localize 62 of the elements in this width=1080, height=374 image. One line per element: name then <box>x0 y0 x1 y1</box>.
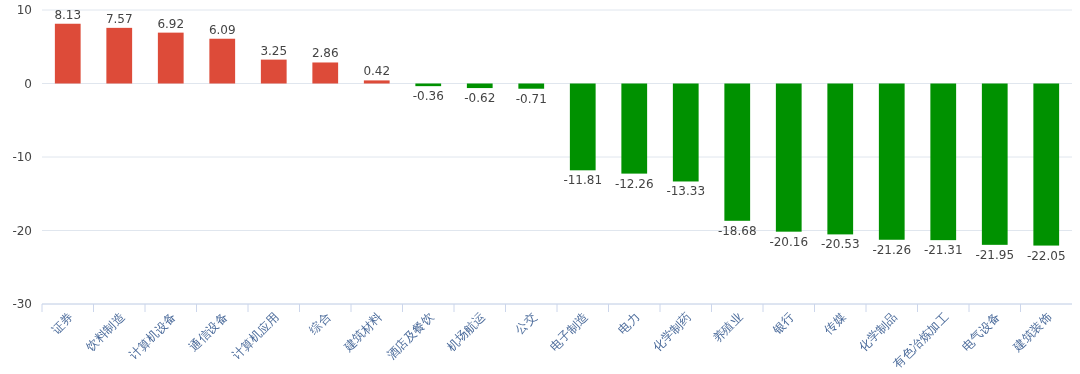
y-tick-label: -10 <box>12 150 32 164</box>
x-tick-label: 综合 <box>306 310 334 338</box>
data-label: 6.09 <box>208 22 236 37</box>
x-tick-label: 银行 <box>769 310 797 338</box>
bar <box>54 23 81 84</box>
x-tick-label: 计算机应用 <box>229 310 282 363</box>
bar <box>827 83 854 235</box>
bar <box>312 62 339 84</box>
x-tick-label: 建筑材料 <box>340 310 385 355</box>
y-tick-label: 0 <box>24 76 32 91</box>
data-label: 3.25 <box>260 43 288 58</box>
bar <box>106 27 133 84</box>
bar <box>672 83 699 182</box>
data-label: 0.42 <box>363 64 391 79</box>
data-label: -22.05 <box>1026 248 1066 263</box>
data-label: 7.57 <box>105 11 133 26</box>
bar <box>621 83 648 174</box>
x-tick-label: 饮料制造 <box>82 310 128 355</box>
data-label: -21.31 <box>923 243 963 258</box>
x-tick-label: 通信设备 <box>186 310 231 355</box>
bar <box>260 59 287 84</box>
x-tick-label: 机场航运 <box>444 310 488 355</box>
bar <box>878 83 905 240</box>
data-label: -21.95 <box>975 247 1015 262</box>
data-label: -12.26 <box>614 176 654 191</box>
x-tick-label: 计算机设备 <box>126 310 179 363</box>
y-tick-label: -30 <box>12 297 32 311</box>
data-label: -0.71 <box>515 91 547 106</box>
bar <box>930 83 957 241</box>
x-tick-label: 化学制品 <box>856 310 900 355</box>
y-tick-label: 10 <box>16 3 32 17</box>
data-label: -21.26 <box>872 242 912 257</box>
bar <box>1033 83 1060 246</box>
x-tick-label: 建筑装饰 <box>1009 310 1055 355</box>
data-label: -0.62 <box>464 91 496 106</box>
bar <box>363 80 390 84</box>
data-label: -18.68 <box>717 223 757 238</box>
bar <box>209 38 236 84</box>
x-tick-label: 公交 <box>512 310 540 338</box>
x-tick-label: 电气设备 <box>959 310 1003 355</box>
data-label: -0.36 <box>412 89 444 104</box>
x-tick-label: 电子制造 <box>547 310 591 355</box>
x-tick-label: 证券 <box>49 310 76 338</box>
x-tick-label: 酒店及餐饮 <box>384 310 437 363</box>
x-tick-label: 电力 <box>615 310 643 338</box>
bar <box>724 83 751 221</box>
data-label: 6.92 <box>157 16 185 31</box>
bar <box>981 83 1008 245</box>
x-tick-label: 养殖业 <box>710 310 746 346</box>
bar <box>518 83 545 89</box>
data-label: -20.53 <box>820 237 860 252</box>
bar <box>157 32 184 84</box>
y-tick-label: -20 <box>12 223 32 238</box>
bar <box>569 83 596 171</box>
data-label: -20.16 <box>769 234 809 249</box>
data-label: 8.13 <box>54 7 82 22</box>
bar <box>775 83 802 232</box>
data-label: -11.81 <box>563 173 603 188</box>
x-tick-label: 传媒 <box>821 310 849 338</box>
x-tick-label: 化学制药 <box>650 310 694 355</box>
data-label: 2.86 <box>311 46 339 61</box>
data-label: -13.33 <box>666 184 706 199</box>
